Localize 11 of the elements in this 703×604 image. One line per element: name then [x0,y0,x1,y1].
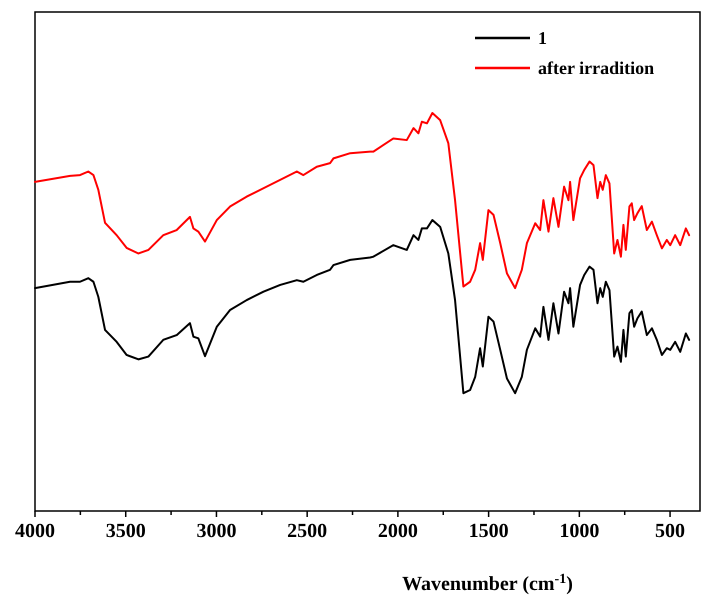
x-tick-label: 3000 [196,520,236,542]
x-tick-label: 2000 [378,520,418,542]
x-tick-label: 1000 [559,520,600,542]
x-tick-label: 3500 [106,520,146,542]
x-tick-label: 4000 [15,520,55,542]
legend-label: after irradition [538,58,654,78]
x-tick-label: 500 [655,520,686,542]
x-axis-title: Wavenumber (cm$^{-1}$) [402,572,573,595]
legend-label: 1 [538,28,547,48]
x-tick-label: 2500 [287,520,328,542]
x-tick-label: 1500 [468,520,509,542]
